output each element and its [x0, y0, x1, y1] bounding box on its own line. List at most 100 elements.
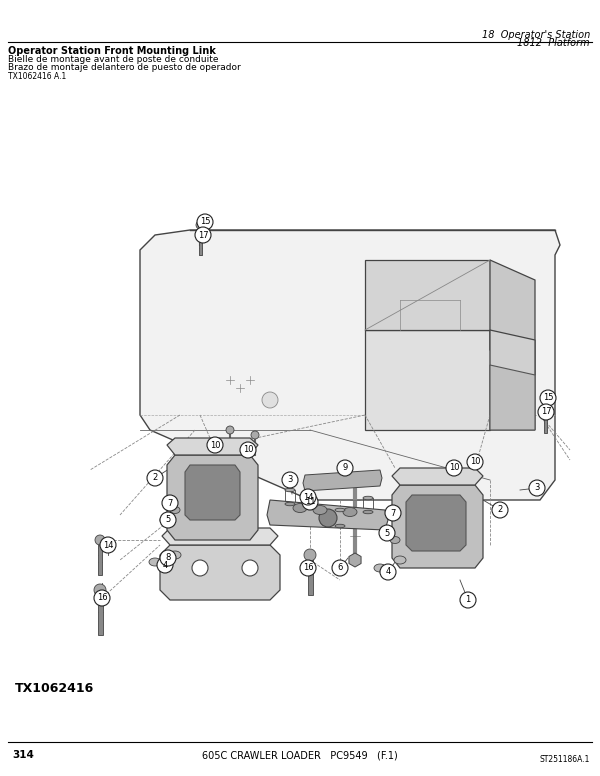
Circle shape: [196, 221, 204, 229]
Polygon shape: [167, 455, 258, 540]
Polygon shape: [140, 230, 560, 500]
Circle shape: [160, 512, 176, 528]
Text: 3: 3: [287, 476, 293, 484]
Bar: [98, 540, 102, 575]
Circle shape: [94, 584, 106, 596]
Circle shape: [319, 509, 337, 527]
Text: 2: 2: [497, 505, 503, 514]
Text: Operator Station Front Mounting Link: Operator Station Front Mounting Link: [8, 46, 216, 56]
Text: 1812  Platform: 1812 Platform: [517, 38, 590, 48]
Polygon shape: [490, 330, 535, 430]
Text: 1: 1: [466, 595, 470, 605]
Ellipse shape: [343, 508, 357, 517]
Circle shape: [302, 494, 318, 510]
Circle shape: [226, 426, 234, 434]
Text: 14: 14: [303, 493, 313, 501]
Circle shape: [197, 214, 213, 230]
Text: 10: 10: [210, 441, 220, 449]
Polygon shape: [392, 468, 483, 485]
Circle shape: [192, 560, 208, 576]
Polygon shape: [267, 500, 388, 530]
Ellipse shape: [394, 556, 406, 564]
Circle shape: [94, 590, 110, 606]
Ellipse shape: [170, 507, 180, 514]
Bar: [308, 555, 313, 595]
Polygon shape: [303, 470, 382, 491]
Circle shape: [446, 460, 462, 476]
Polygon shape: [406, 495, 466, 551]
Text: 17: 17: [197, 230, 208, 240]
Circle shape: [262, 392, 278, 408]
Circle shape: [385, 505, 401, 521]
Circle shape: [332, 560, 348, 576]
Ellipse shape: [374, 564, 386, 572]
Circle shape: [467, 454, 483, 470]
Text: 10: 10: [243, 445, 253, 455]
Circle shape: [147, 470, 163, 486]
Ellipse shape: [363, 511, 373, 514]
Text: 17: 17: [541, 407, 551, 417]
Text: ST251186A.1: ST251186A.1: [539, 755, 590, 764]
Text: 18  Operator's Station: 18 Operator's Station: [482, 30, 590, 40]
Text: 5: 5: [385, 528, 389, 538]
Text: 14: 14: [103, 541, 113, 549]
Text: 2: 2: [152, 473, 158, 483]
Text: 7: 7: [167, 498, 173, 508]
Polygon shape: [490, 260, 535, 375]
Circle shape: [300, 560, 316, 576]
Circle shape: [460, 592, 476, 608]
Ellipse shape: [363, 496, 373, 500]
Polygon shape: [167, 438, 258, 455]
Bar: [97, 590, 103, 635]
Text: 5: 5: [166, 515, 170, 525]
Ellipse shape: [149, 558, 161, 566]
Text: TX1062416 A.1: TX1062416 A.1: [8, 72, 66, 81]
Polygon shape: [160, 545, 280, 600]
Circle shape: [282, 472, 298, 488]
Text: 7: 7: [391, 508, 395, 518]
Circle shape: [251, 431, 259, 439]
Bar: [544, 408, 547, 433]
Circle shape: [379, 525, 395, 541]
Bar: [199, 233, 202, 255]
Circle shape: [100, 537, 116, 553]
Circle shape: [529, 480, 545, 496]
Text: 4: 4: [163, 560, 167, 570]
Text: 15: 15: [543, 393, 553, 403]
Circle shape: [95, 535, 105, 545]
Text: 4: 4: [385, 567, 391, 577]
Circle shape: [162, 495, 178, 511]
Polygon shape: [162, 528, 278, 545]
Circle shape: [540, 390, 556, 406]
Polygon shape: [365, 330, 490, 430]
Ellipse shape: [293, 504, 307, 512]
Ellipse shape: [285, 488, 295, 492]
Ellipse shape: [285, 502, 295, 506]
Polygon shape: [365, 260, 490, 330]
Text: 3: 3: [535, 483, 539, 493]
Text: Bielle de montage avant de poste de conduite: Bielle de montage avant de poste de cond…: [8, 55, 218, 64]
Text: 16: 16: [97, 594, 107, 602]
Text: 8: 8: [166, 553, 170, 563]
Circle shape: [541, 396, 549, 404]
Circle shape: [196, 229, 204, 237]
Ellipse shape: [160, 517, 170, 524]
Text: 9: 9: [343, 463, 347, 473]
Ellipse shape: [380, 526, 390, 534]
Text: Brazo de montaje delantero de puesto de operador: Brazo de montaje delantero de puesto de …: [8, 63, 241, 72]
Text: 6: 6: [337, 563, 343, 573]
Circle shape: [207, 437, 223, 453]
Circle shape: [541, 404, 549, 412]
Circle shape: [337, 460, 353, 476]
Circle shape: [380, 564, 396, 580]
Polygon shape: [392, 485, 483, 568]
Text: TX1062416: TX1062416: [15, 682, 94, 695]
Text: 10: 10: [449, 463, 459, 473]
Circle shape: [538, 404, 554, 420]
Circle shape: [240, 442, 256, 458]
Ellipse shape: [169, 551, 181, 559]
Circle shape: [160, 550, 176, 566]
Circle shape: [304, 549, 316, 561]
Text: 605C CRAWLER LOADER   PC9549   (F.1): 605C CRAWLER LOADER PC9549 (F.1): [202, 750, 398, 760]
Ellipse shape: [313, 505, 327, 514]
